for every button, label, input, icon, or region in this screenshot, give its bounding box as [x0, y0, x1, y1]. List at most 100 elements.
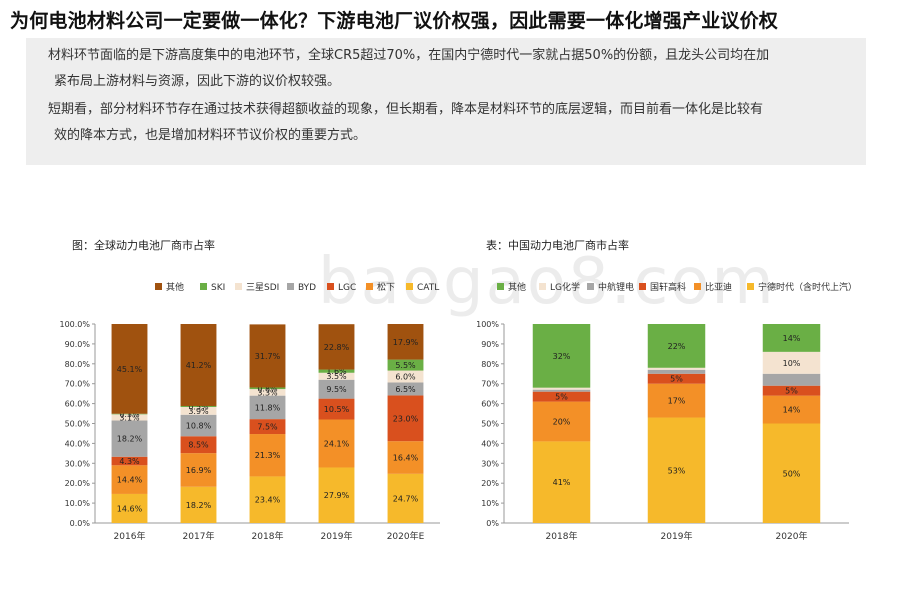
legend-swatch	[235, 283, 242, 290]
y-tick-label: 70.0%	[65, 380, 91, 389]
bar-segment	[387, 324, 424, 360]
legend-swatch	[497, 283, 504, 290]
legend-swatch	[639, 283, 646, 290]
legend-label: 松下	[377, 281, 395, 293]
data-label: 10.8%	[186, 421, 212, 430]
bar-segment	[249, 395, 286, 420]
legend-item: BYD	[287, 283, 316, 293]
data-label: 17%	[668, 397, 686, 406]
legend-swatch	[587, 283, 594, 290]
y-tick-label: 20%	[481, 479, 499, 488]
data-label: 14%	[783, 334, 801, 343]
legend-item: 三星SDI	[235, 282, 279, 293]
data-label: 14.6%	[117, 504, 143, 513]
bar-segment	[111, 456, 148, 466]
legend-label: 国轩高科	[650, 281, 686, 293]
y-tick-label: 80.0%	[65, 360, 91, 369]
data-label: 22%	[668, 342, 686, 351]
data-label: 24.7%	[393, 494, 419, 503]
data-label: 53%	[668, 466, 686, 475]
data-label: 41%	[553, 478, 571, 487]
bar-segment	[532, 389, 591, 392]
data-label: 18.2%	[117, 435, 143, 444]
data-label: 6.5%	[395, 385, 416, 394]
bar-segment	[249, 387, 286, 390]
bar-segment	[762, 395, 821, 424]
legend-swatch	[366, 283, 373, 290]
legend-label: LGC	[338, 283, 356, 293]
data-label: 16.9%	[186, 466, 212, 475]
bar-segment	[180, 436, 217, 454]
bar-segment	[180, 453, 217, 487]
data-label: 50%	[783, 469, 801, 478]
data-label: 10.5%	[324, 405, 350, 414]
chart-2-title: 表：中国动力电池厂商市占率	[486, 239, 629, 252]
bar-segment	[647, 367, 706, 370]
bar-segment	[249, 324, 286, 388]
data-label: 5%	[555, 393, 568, 402]
bar-segment	[249, 434, 286, 477]
data-label: 17.9%	[393, 338, 419, 347]
legend-label: 其他	[166, 281, 184, 293]
y-tick-label: 90%	[481, 340, 499, 349]
data-label: 41.2%	[186, 361, 212, 370]
bar-segment	[180, 486, 217, 523]
bar-segment	[318, 372, 355, 380]
summary-paragraph-2: 短期看，部分材料环节存在通过技术获得超额收益的现象，但长期看，降本是材料环节的底…	[48, 97, 858, 149]
bar-segment	[762, 324, 821, 352]
legend-label: 宁德时代（含时代上汽）	[758, 281, 857, 293]
data-label: 0.3%	[119, 410, 140, 419]
summary-p2-line2: 效的降本方式，也是增加材料环节议价权的重要方式。	[54, 128, 367, 143]
y-tick-label: 0.0%	[70, 519, 91, 528]
bar-segment	[762, 351, 821, 374]
data-label: 0.5%	[188, 402, 209, 411]
bar-segment	[111, 324, 148, 414]
bar-segment	[532, 387, 591, 390]
x-tick-label: 2019年	[321, 530, 353, 542]
bar-segment	[647, 417, 706, 523]
y-tick-label: 20.0%	[65, 479, 91, 488]
data-label: 5%	[670, 375, 683, 384]
data-label: 22.8%	[324, 343, 350, 352]
legend-item: LGC	[327, 283, 356, 293]
y-tick-label: 100%	[476, 320, 499, 329]
legend-swatch	[406, 283, 413, 290]
bar-segment	[647, 369, 706, 374]
legend-item: 松下	[366, 281, 395, 293]
legend-item: 比亚迪	[694, 281, 732, 293]
bar-segment	[180, 406, 217, 415]
legend-item: LG化学	[539, 281, 580, 293]
bar-segment	[387, 382, 424, 396]
bar-segment	[249, 419, 286, 435]
bar-segment	[762, 385, 821, 396]
legend-swatch	[155, 283, 162, 290]
bar-segment	[111, 414, 148, 421]
bar-segment	[532, 441, 591, 523]
y-tick-label: 40.0%	[65, 439, 91, 448]
y-tick-label: 40%	[481, 439, 499, 448]
data-label: 45.1%	[117, 365, 143, 374]
data-label: 11.8%	[255, 403, 281, 412]
chart-1-title: 图：全球动力电池厂商市占率	[72, 239, 215, 252]
y-tick-label: 90.0%	[65, 340, 91, 349]
y-tick-label: 30%	[481, 459, 499, 468]
chart-global-market-share: 其他 SKI 三星SDI BYD LGC 松下 CATL 0.0% 10.0% 20.0% 30.0…	[59, 281, 440, 542]
legend-label: 其他	[508, 281, 526, 293]
bar-segment	[532, 391, 591, 402]
x-tick-label: 2018年	[252, 530, 284, 542]
x-tick-label: 2017年	[183, 530, 215, 542]
bar-segment	[318, 369, 355, 373]
data-label: 3.5%	[326, 372, 347, 381]
data-label: 20%	[553, 418, 571, 427]
data-label: 32%	[553, 352, 571, 361]
bar-segment	[647, 324, 706, 368]
data-label: 23.4%	[255, 496, 281, 505]
x-tick-label: 2018年	[546, 530, 578, 542]
data-label: 5.5%	[395, 361, 416, 370]
data-label: 21.3%	[255, 451, 281, 460]
legend-label: LG化学	[550, 281, 580, 293]
bar-segment	[318, 324, 355, 370]
legend-swatch	[287, 283, 294, 290]
data-label: 3.3%	[257, 388, 278, 397]
legend-label: CATL	[417, 283, 439, 293]
